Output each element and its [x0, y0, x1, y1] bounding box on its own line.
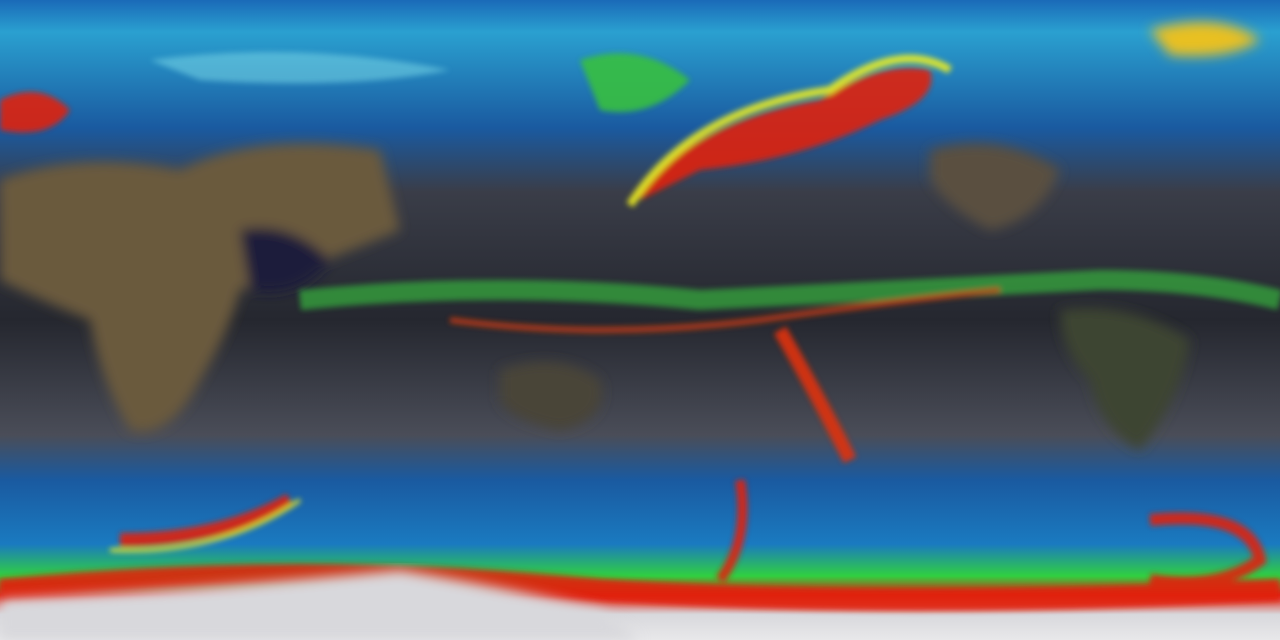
south-indian-storm-edge — [109, 498, 302, 553]
south-atlantic-storm — [1149, 512, 1267, 589]
siberia-green — [580, 53, 690, 112]
north-pacific-storm-edge — [626, 54, 953, 208]
antarctica — [0, 570, 640, 640]
north-pacific-storm — [640, 68, 932, 200]
arabian-sea — [240, 228, 330, 292]
tasman-storm — [715, 479, 748, 583]
greenland-arctic — [1150, 22, 1260, 56]
south-america — [1060, 308, 1190, 450]
itcz-band — [299, 269, 1280, 311]
africa-eurasia — [0, 143, 400, 432]
itcz-core — [449, 287, 1001, 333]
south-indian-storm — [119, 493, 294, 547]
arctic-clouds — [150, 52, 450, 84]
north-atlantic-storm — [0, 92, 70, 133]
south-pacific-band — [773, 326, 857, 464]
southern-ocean-band — [0, 564, 1280, 611]
north-america — [930, 143, 1060, 230]
precipitation-bands — [0, 52, 1280, 611]
australia — [500, 362, 602, 430]
land-masses — [0, 22, 1260, 450]
